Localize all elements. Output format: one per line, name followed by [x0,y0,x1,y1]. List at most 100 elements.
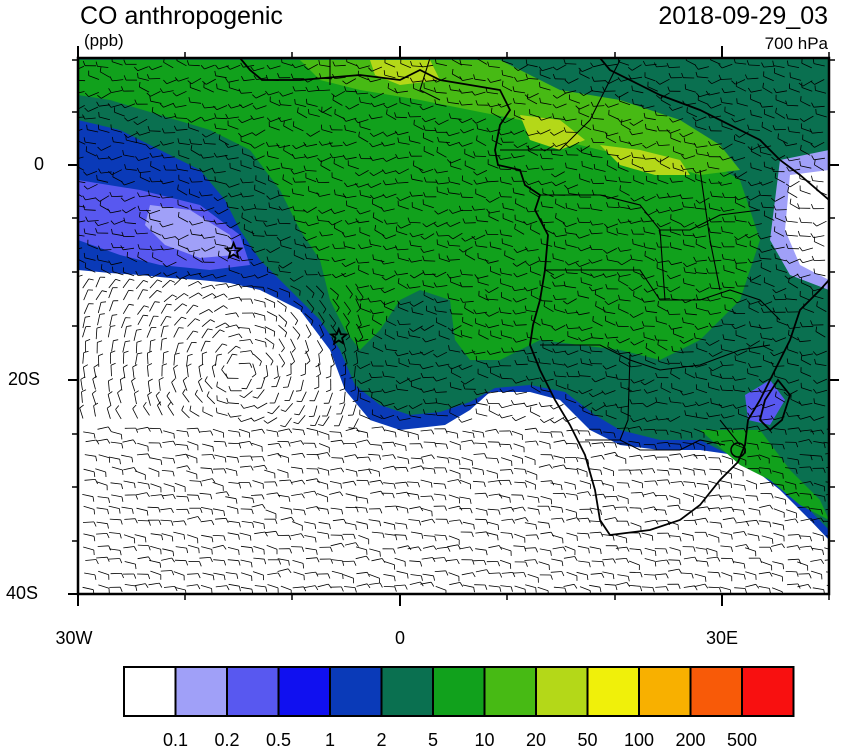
wind-barb-flag [553,253,554,258]
colorbar-swatch [433,667,485,716]
wind-barb-flag [566,203,567,208]
wind-barb-flag [413,161,414,166]
wind-barb-flag [74,176,75,181]
wind-barb-flag [498,525,499,530]
wind-barb [343,561,354,562]
wind-barb-flag [645,251,646,256]
wind-barb-flag [398,253,399,258]
wind-barb-flag [70,67,74,71]
colorbar-label: 5 [408,730,458,751]
wind-barb-flag [705,577,706,582]
colorbar-swatch [588,667,640,716]
wind-barb [772,444,783,445]
wind-barb [187,495,198,496]
colorbar-label: 200 [666,730,716,751]
wind-barb [618,379,629,380]
wind-barb-flag [172,536,173,541]
wind-barb-flag [73,186,74,191]
wind-barb-flag [281,241,282,246]
wind-barb-flag [71,90,74,94]
wind-barb-flag [838,586,839,591]
wind-barb-flag [737,98,738,103]
wind-barb-flag [127,252,128,257]
wind-barb-flag [515,199,516,204]
wind-barb-flag [69,275,72,279]
wind-barb [335,248,346,249]
wind-barb-flag [136,137,137,142]
wind-barb [395,467,406,468]
wind-barb-flag [265,302,266,307]
wind-barb-flag [489,211,490,216]
wind-barb [148,507,159,508]
colorbar-label: 50 [563,730,613,751]
wind-barb [565,64,576,65]
colorbar-swatch [382,667,434,716]
wind-barb [668,560,679,561]
wind-barb [631,493,642,494]
wind-barb [384,586,395,587]
wind-barb-flag [300,291,301,296]
wind-barb-flag [111,124,112,129]
colorbar-swatch [227,667,279,716]
wind-barb [801,222,812,223]
wind-barb-flag [837,467,839,472]
wind-barb-flag [69,246,72,250]
wind-barb [475,519,486,520]
wind-barb-flag [179,328,184,329]
x-label-0: 0 [370,628,430,649]
y-label-40s: 40S [0,583,38,604]
wind-barb [152,181,163,182]
y-label-20s: 20S [0,369,40,390]
wind-barb-flag [785,500,786,505]
colorbar-label: 100 [614,730,664,751]
wind-barb-flag [736,81,737,86]
colorbar-label: 2 [357,730,407,751]
colorbar-swatch [124,667,176,716]
colorbar-swatch [330,667,382,716]
wind-barb-flag [834,444,835,449]
wind-barb [175,560,186,561]
wind-barb-flag [836,452,839,456]
wind-barb [629,470,640,471]
wind-barb-flag [72,219,75,223]
wind-barb-flag [69,129,72,133]
wind-barb-flag [760,147,761,152]
wind-barb-flag [424,290,425,295]
wind-barb-flag [121,434,122,439]
wind-barb-flag [837,483,838,488]
wind-barb-flag [613,486,614,491]
wind-barb-flag [735,355,736,360]
wind-barb-flag [99,112,100,117]
wind-barb-flag [145,537,146,542]
co-field [69,54,840,597]
colorbar-swatch [176,667,228,716]
wind-barb-flag [834,522,836,527]
wind-barb [438,236,449,237]
wind-barb-flag [696,303,697,308]
wind-barb [111,365,112,376]
wind-barb-flag [783,474,784,479]
wind-barb-flag [692,433,693,438]
wind-barb-flag [593,316,594,321]
colorbar [124,667,794,716]
wind-barb-flag [551,499,552,504]
wind-barb [213,535,224,536]
wind-barb [192,182,203,183]
colorbar-label: 10 [460,730,510,751]
wind-barb-flag [687,107,688,112]
colorbar-label: 0.2 [202,730,252,751]
wind-barb [517,364,528,365]
wind-barb [424,442,435,443]
wind-barb-flag [73,230,74,235]
wind-barb-flag [838,428,840,433]
wind-barb-flag [660,159,661,164]
colorbar-swatch [485,667,537,716]
wind-barb-flag [461,330,462,335]
wind-barb-flag [580,69,581,74]
wind-barb-flag [303,563,304,568]
wind-barb-flag [801,96,802,101]
colorbar-swatch [691,667,743,716]
wind-barb-flag [747,369,748,374]
wind-barb-flag [174,434,175,439]
wind-barb-flag [123,470,124,475]
